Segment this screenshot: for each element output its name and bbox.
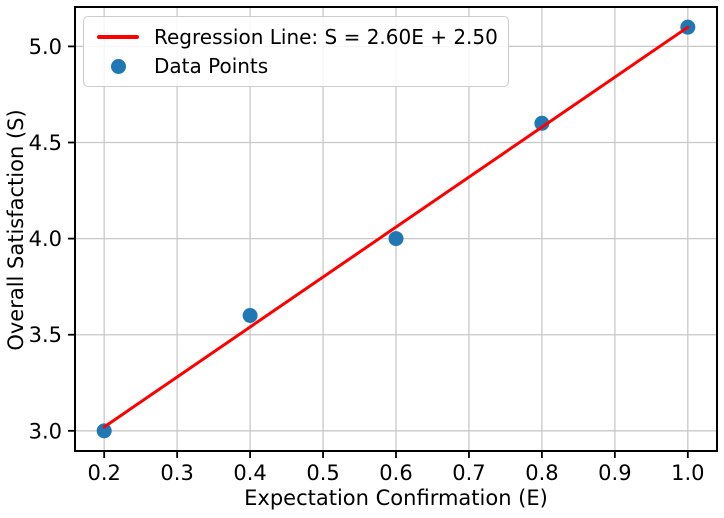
- x-axis-label: Expectation Confirmation (E): [244, 486, 548, 510]
- x-tick-label: 0.4: [233, 461, 266, 485]
- y-axis-label: Overall Satisfaction (S): [4, 109, 28, 351]
- x-tick-label: 0.3: [160, 461, 193, 485]
- y-tick-label: 4.5: [29, 131, 62, 155]
- y-tick-label: 4.0: [29, 227, 62, 251]
- x-tick-label: 1.0: [671, 461, 704, 485]
- x-tick-label: 0.2: [87, 461, 120, 485]
- data-point: [388, 231, 404, 247]
- y-tick-label: 5.0: [29, 35, 62, 59]
- legend-item-data-points: Data Points: [97, 53, 498, 79]
- data-point: [534, 115, 550, 131]
- data-point-icon: [110, 58, 126, 74]
- legend-item-regression-line: Regression Line: S = 2.60E + 2.50: [97, 24, 498, 50]
- data-point: [96, 423, 112, 439]
- data-point: [242, 307, 258, 323]
- y-tick-label: 3.0: [29, 419, 62, 443]
- legend-label-data-points: Data Points: [154, 54, 269, 78]
- x-tick-label: 0.5: [306, 461, 339, 485]
- y-tick-label: 3.5: [29, 323, 62, 347]
- regression-line-icon: [97, 35, 139, 39]
- x-tick-label: 0.9: [598, 461, 631, 485]
- regression-line-swatch-wrap: [97, 35, 139, 39]
- regression-line: [102, 25, 690, 429]
- legend-label-regression-line: Regression Line: S = 2.60E + 2.50: [154, 25, 498, 49]
- x-tick-label: 0.8: [525, 461, 558, 485]
- data-points-swatch-wrap: [97, 58, 139, 74]
- x-tick-label: 0.6: [379, 461, 412, 485]
- x-tick-label: 0.7: [452, 461, 485, 485]
- legend: Regression Line: S = 2.60E + 2.50 Data P…: [83, 16, 509, 87]
